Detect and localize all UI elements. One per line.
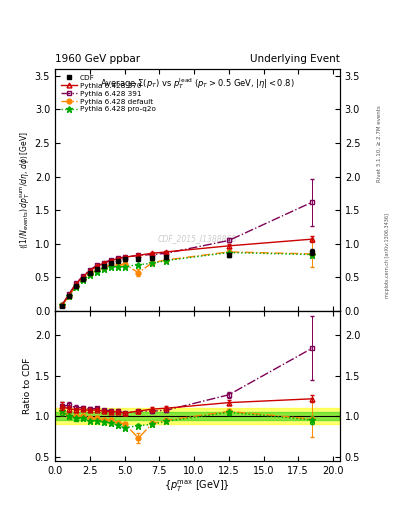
Bar: [55, 412, 340, 420]
Text: Average $\Sigma(p_T)$ vs $p_T^\mathrm{lead}$ ($p_T>0.5$ GeV, $|\eta|<0.8$): Average $\Sigma(p_T)$ vs $p_T^\mathrm{le…: [100, 76, 295, 91]
Text: Underlying Event: Underlying Event: [250, 54, 340, 64]
Text: Rivet 3.1.10, ≥ 2.7M events: Rivet 3.1.10, ≥ 2.7M events: [377, 105, 382, 182]
Text: CDF_2015_I1388868: CDF_2015_I1388868: [158, 234, 237, 243]
Y-axis label: Ratio to CDF: Ratio to CDF: [23, 358, 32, 414]
Y-axis label: $\langle(1/N_\mathrm{events})\,dp_T^\mathrm{sum}/d\eta,\,d\phi\rangle\,[\mathrm{: $\langle(1/N_\mathrm{events})\,dp_T^\mat…: [18, 131, 32, 249]
Legend: CDF, Pythia 6.428 370, Pythia 6.428 391, Pythia 6.428 default, Pythia 6.428 pro-: CDF, Pythia 6.428 370, Pythia 6.428 391,…: [59, 73, 158, 115]
X-axis label: $\{p_T^\mathrm{max}$ [GeV]$\}$: $\{p_T^\mathrm{max}$ [GeV]$\}$: [165, 478, 230, 494]
Text: 1960 GeV ppbar: 1960 GeV ppbar: [55, 54, 140, 64]
Bar: [55, 408, 340, 424]
Text: mcplots.cern.ch [arXiv:1306.3436]: mcplots.cern.ch [arXiv:1306.3436]: [385, 214, 389, 298]
